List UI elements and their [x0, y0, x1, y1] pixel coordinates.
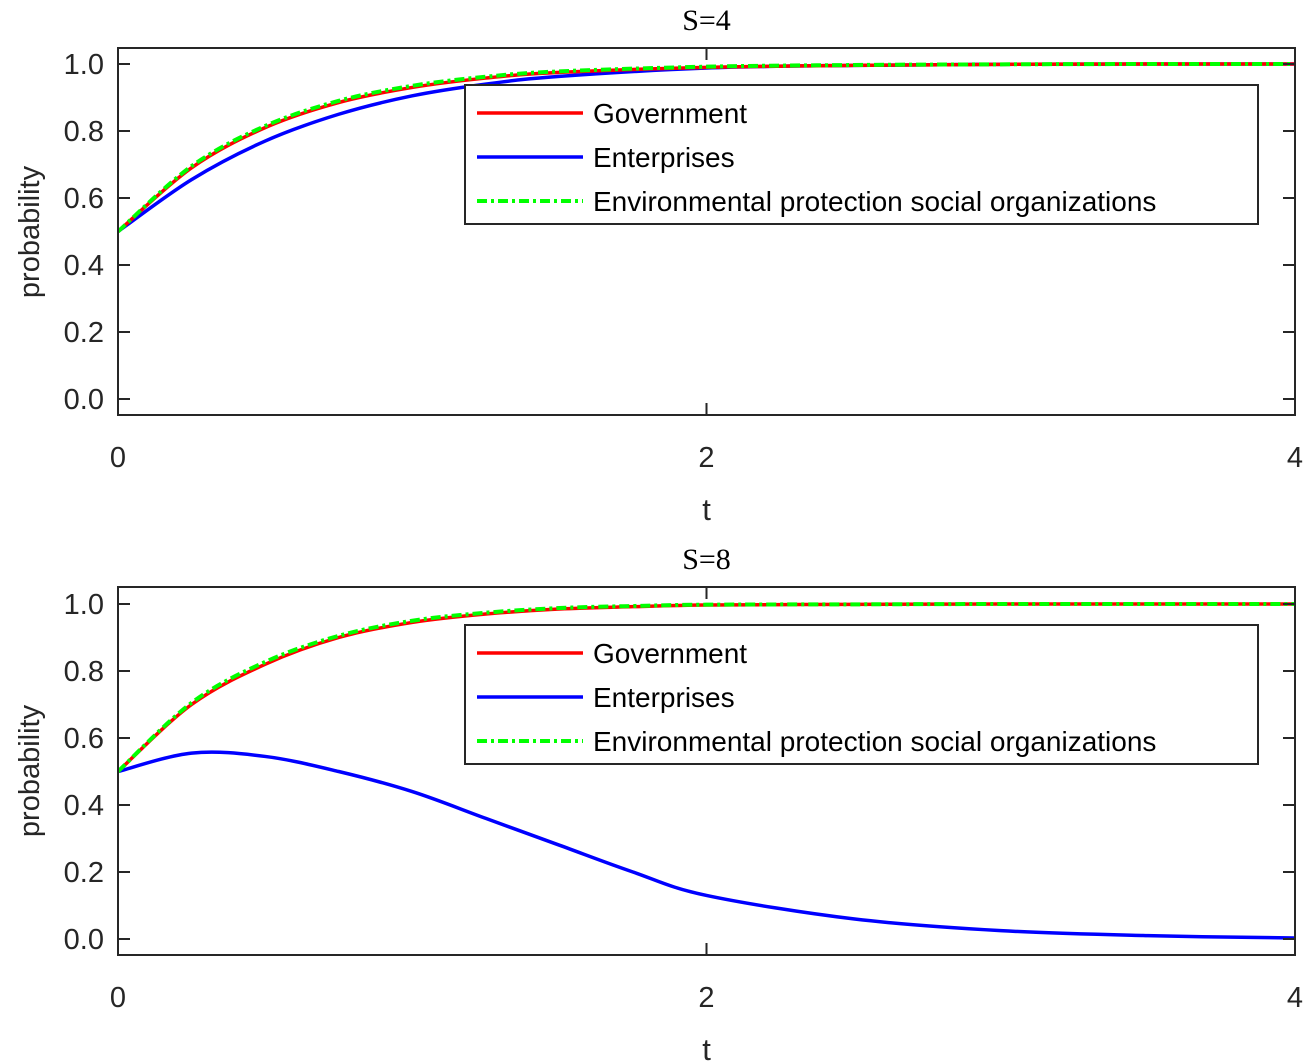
plot-area — [118, 61, 1295, 233]
x-tick-label: 2 — [698, 982, 714, 1014]
x-axis-label: t — [702, 492, 711, 527]
x-axis-label: t — [702, 1032, 711, 1064]
series-line-enterprises — [118, 750, 1295, 940]
y-tick-label: 0.0 — [64, 924, 104, 956]
plot-area — [118, 601, 1295, 940]
y-tick-label: 0.2 — [64, 317, 104, 349]
y-tick-label: 0.2 — [64, 857, 104, 889]
chart-title: S=4 — [682, 4, 731, 37]
legend-label: Enterprises — [593, 142, 735, 173]
y-axis-label: probability — [14, 704, 46, 837]
y-axis-label: probability — [14, 165, 46, 298]
y-tick-label: 0.8 — [64, 116, 104, 148]
y-tick-label: 0.8 — [64, 656, 104, 688]
x-tick-label: 2 — [698, 442, 714, 474]
legend-box — [464, 624, 1259, 765]
legend-label: Environmental protection social organiza… — [593, 186, 1156, 217]
legend-label: Government — [593, 98, 747, 129]
legend: Government Enterprises Environmental prote… — [464, 84, 1259, 225]
y-tick-label: 1.0 — [64, 589, 104, 621]
series-line-environmental-protection-social-organizations — [118, 601, 1295, 773]
legend-label: Government — [593, 638, 747, 669]
legend-box — [464, 84, 1259, 225]
series-line-environmental-protection-social-organizations — [118, 61, 1295, 233]
legend: Government Enterprises Environmental prote… — [464, 624, 1259, 765]
chart-title: S=8 — [682, 543, 731, 576]
x-tick-label: 4 — [1287, 442, 1303, 474]
x-tick-label: 0 — [110, 442, 126, 474]
y-tick-label: 0.0 — [64, 384, 104, 416]
legend-label: Environmental protection social organiza… — [593, 726, 1156, 757]
y-tick-label: 0.6 — [64, 723, 104, 755]
y-tick-label: 0.4 — [64, 790, 104, 822]
chart-panel-1: S=4 0.0 0.2 0.4 0.6 0.8 1.0 0 2 4 t probability Gove… — [14, 4, 1303, 527]
chart-panel-2: S=8 0.0 0.2 0.4 0.6 0.8 1.0 0 2 4 t probability Gove… — [14, 543, 1303, 1064]
x-tick-label: 4 — [1287, 982, 1303, 1014]
y-tick-label: 0.4 — [64, 250, 104, 282]
y-tick-label: 0.6 — [64, 183, 104, 215]
legend-label: Enterprises — [593, 682, 735, 713]
x-tick-label: 0 — [110, 982, 126, 1014]
y-tick-label: 1.0 — [64, 49, 104, 81]
